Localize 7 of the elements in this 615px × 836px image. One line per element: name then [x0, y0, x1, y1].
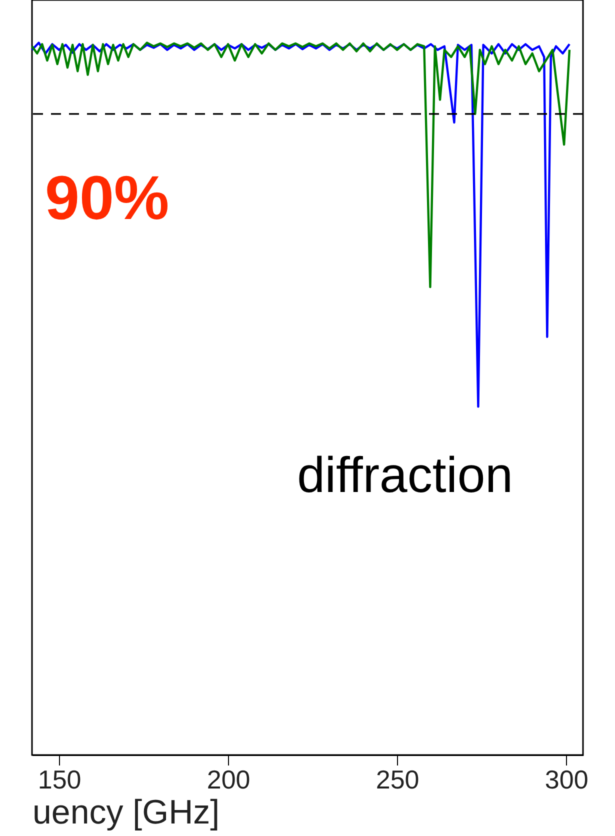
annotation: diffraction: [297, 447, 513, 503]
x-tick-label: 150: [38, 764, 82, 794]
x-tick-label: 300: [544, 764, 588, 794]
annotation: 90%: [45, 164, 170, 233]
x-tick-label: 200: [206, 764, 250, 794]
x-tick-label: 250: [376, 764, 420, 794]
x-axis-title: uency [GHz]: [32, 794, 220, 832]
